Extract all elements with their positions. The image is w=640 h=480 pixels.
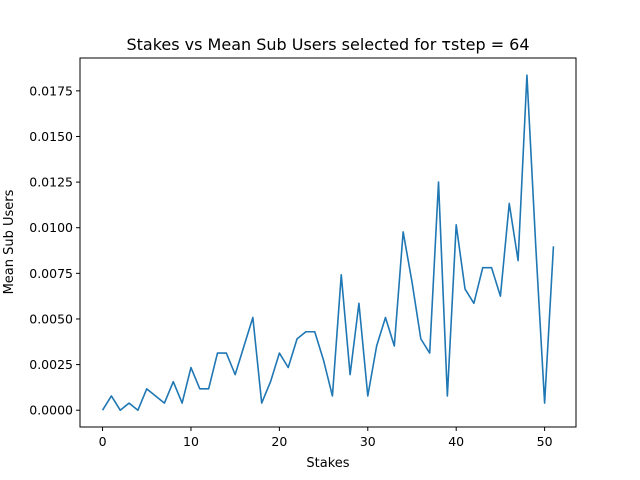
- y-tick-label: 0.0000: [29, 403, 73, 418]
- x-tick-label: 10: [183, 434, 199, 449]
- x-axis: 0 10 20 30 40 50: [99, 427, 553, 449]
- series-line: [101, 74, 555, 412]
- series-layer: [101, 74, 555, 412]
- chart-title: Stakes vs Mean Sub Users selected for τs…: [126, 35, 529, 54]
- x-tick-label: 0: [99, 434, 107, 449]
- y-tick-label: 0.0150: [29, 129, 73, 144]
- y-tick-label: 0.0025: [29, 357, 73, 372]
- x-axis-label: Stakes: [306, 456, 349, 471]
- y-tick-label: 0.0050: [29, 311, 73, 326]
- y-tick-label: 0.0175: [29, 83, 73, 98]
- y-axis: 0.0000 0.0025 0.0050 0.0075 0.0100 0.0125 0.01…: [29, 83, 80, 418]
- x-tick-label: 30: [360, 434, 376, 449]
- x-tick-label: 50: [537, 434, 553, 449]
- y-tick-label: 0.0125: [29, 175, 73, 190]
- plot-frame: [79, 57, 577, 428]
- y-axis-label: Mean Sub Users: [2, 189, 17, 294]
- y-tick-label: 0.0100: [29, 220, 73, 235]
- x-tick-label: 40: [448, 434, 464, 449]
- y-tick-label: 0.0075: [29, 266, 73, 281]
- x-tick-label: 20: [271, 434, 287, 449]
